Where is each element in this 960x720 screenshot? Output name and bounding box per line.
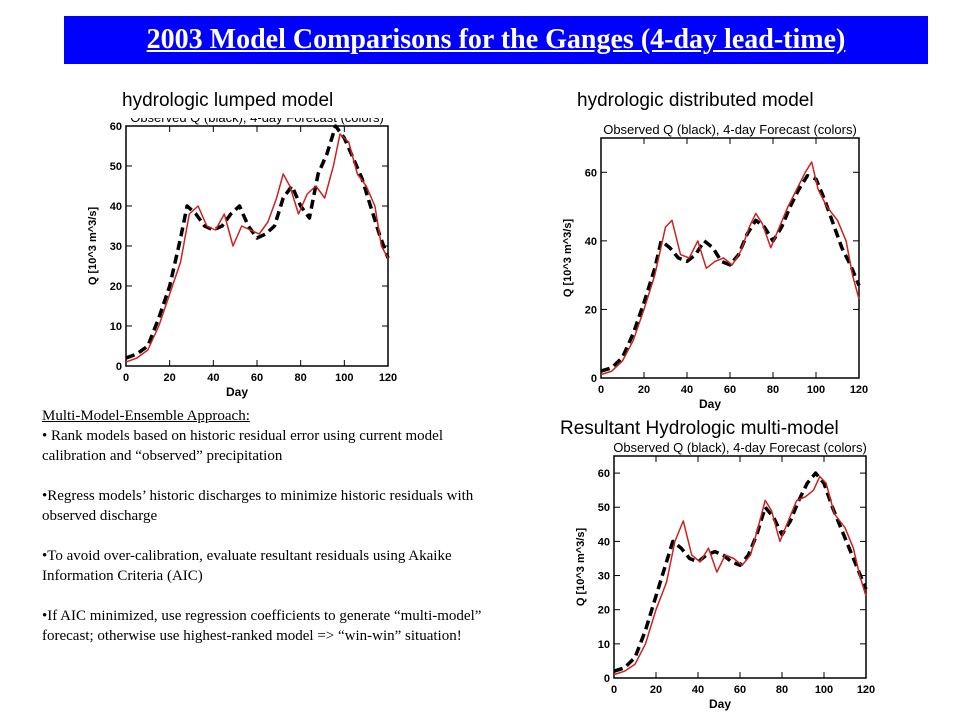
x-tick-label: 120 xyxy=(857,684,875,696)
caption-lumped: hydrologic lumped model xyxy=(122,90,334,111)
y-tick-label: 20 xyxy=(598,605,610,617)
title-bar: 2003 Model Comparisons for the Ganges (4… xyxy=(64,16,928,64)
notes-bullet-1: • Rank models based on historic residual… xyxy=(42,428,443,464)
plot-frame xyxy=(600,137,860,379)
x-axis-label: Day xyxy=(699,397,721,411)
x-tick-label: 80 xyxy=(776,684,788,696)
series-observed-line xyxy=(613,471,868,673)
chart-distributed: Observed Q (black), 4-day Forecast (colo… xyxy=(553,116,883,416)
plot-frame xyxy=(125,125,389,367)
series-forecast-line xyxy=(613,475,867,676)
x-tick-label: 40 xyxy=(207,372,219,384)
chart-multi: Observed Q (black), 4-day Forecast (colo… xyxy=(568,434,888,714)
x-axis-label: Day xyxy=(226,385,248,399)
series-observed-line xyxy=(600,173,861,373)
chart-title: Observed Q (black), 4-day Forecast (colo… xyxy=(603,122,857,137)
y-tick-label: 0 xyxy=(604,673,610,685)
y-tick-label: 60 xyxy=(598,468,610,480)
chart-lumped: Observed Q (black), 4-day Forecast (colo… xyxy=(80,118,410,403)
y-tick-label: 40 xyxy=(598,536,610,548)
x-tick-label: 80 xyxy=(767,384,779,396)
x-tick-label: 60 xyxy=(251,372,263,384)
notes-bullet-4: •If AIC minimized, use regression coeffi… xyxy=(42,608,482,644)
y-tick-label: 20 xyxy=(585,304,597,316)
series-forecast-line xyxy=(600,161,860,376)
y-tick-label: 50 xyxy=(598,502,610,514)
y-axis-label: Q [10^3 m^3/s] xyxy=(562,219,574,298)
y-tick-label: 50 xyxy=(110,161,122,173)
x-tick-label: 80 xyxy=(295,372,307,384)
caption-multi: Resultant Hydrologic multi-model xyxy=(560,418,839,439)
notes-bullet-2: •Regress models’ historic discharges to … xyxy=(42,488,474,524)
y-tick-label: 30 xyxy=(598,571,610,583)
x-tick-label: 100 xyxy=(335,372,353,384)
y-tick-label: 60 xyxy=(585,167,597,179)
x-tick-label: 0 xyxy=(611,684,617,696)
x-tick-label: 20 xyxy=(638,384,650,396)
x-tick-label: 120 xyxy=(850,384,868,396)
y-tick-label: 10 xyxy=(110,321,122,333)
y-tick-label: 40 xyxy=(585,236,597,248)
x-tick-label: 40 xyxy=(692,684,704,696)
x-tick-label: 100 xyxy=(815,684,833,696)
x-tick-label: 40 xyxy=(681,384,693,396)
x-tick-label: 120 xyxy=(379,372,397,384)
y-tick-label: 40 xyxy=(110,201,122,213)
x-tick-label: 0 xyxy=(123,372,129,384)
page-title: 2003 Model Comparisons for the Ganges (4… xyxy=(146,24,846,55)
y-tick-label: 0 xyxy=(116,361,122,373)
chart-title: Observed Q (black), 4-day Forecast (colo… xyxy=(613,440,867,455)
y-axis-label: Q [10^3 m^3/s] xyxy=(575,528,587,607)
x-tick-label: 60 xyxy=(734,684,746,696)
x-tick-label: 60 xyxy=(724,384,736,396)
chart-title: Observed Q (black), 4-day Forecast (colo… xyxy=(130,118,384,125)
x-axis-label: Day xyxy=(709,697,731,711)
y-tick-label: 60 xyxy=(110,121,122,133)
y-tick-label: 20 xyxy=(110,281,122,293)
notes-panel: Multi-Model-Ensemble Approach: • Rank mo… xyxy=(42,406,497,666)
notes-heading: Multi-Model-Ensemble Approach: xyxy=(42,408,250,424)
x-tick-label: 0 xyxy=(598,384,604,396)
series-observed-line xyxy=(125,124,390,360)
y-tick-label: 30 xyxy=(110,241,122,253)
y-tick-label: 10 xyxy=(598,639,610,651)
x-tick-label: 100 xyxy=(807,384,825,396)
caption-distributed: hydrologic distributed model xyxy=(577,90,814,111)
y-axis-label: Q [10^3 m^3/s] xyxy=(87,207,99,286)
series-forecast-line xyxy=(125,133,389,363)
x-tick-label: 20 xyxy=(650,684,662,696)
x-tick-label: 20 xyxy=(164,372,176,384)
notes-bullet-3: •To avoid over-calibration, evaluate res… xyxy=(42,548,452,584)
y-tick-label: 0 xyxy=(591,373,597,385)
